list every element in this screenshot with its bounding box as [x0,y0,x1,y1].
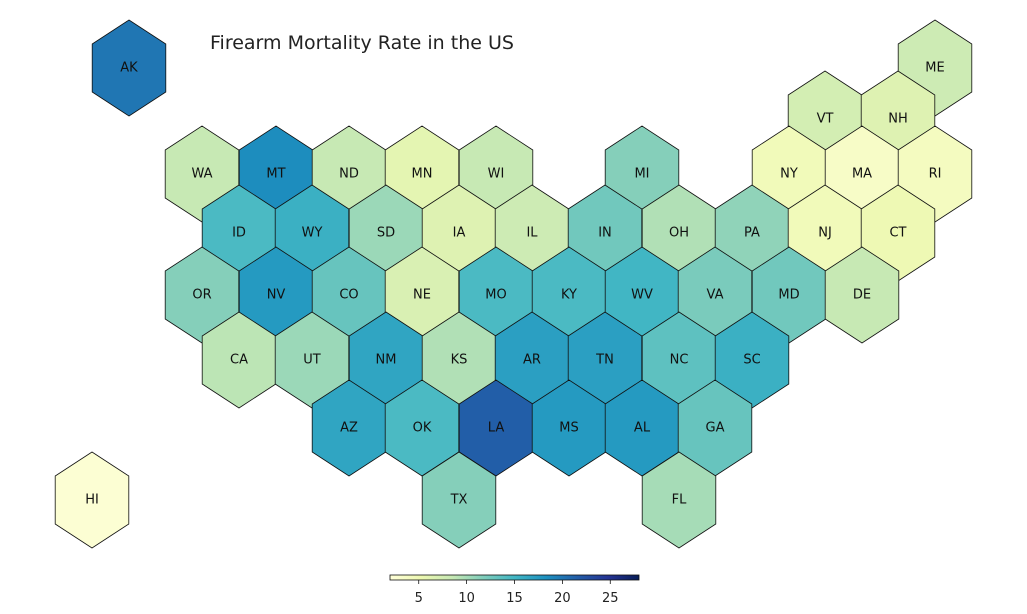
state-label-ny: NY [780,167,798,182]
hex-shape-fl[interactable] [641,451,717,549]
state-label-ga: GA [706,421,725,436]
hex-tile-va[interactable]: VA [677,246,753,344]
state-label-oh: OH [669,226,689,241]
colorbar-tick-label: 25 [602,591,619,606]
state-label-mt: MT [266,167,285,182]
state-label-sc: SC [743,353,760,368]
hex-shape-tx[interactable] [421,451,497,549]
state-label-mn: MN [412,167,433,182]
colorbar-ticks: 5 10 15 20 25 [415,580,619,606]
hex-tile-ky[interactable]: KY [531,246,607,344]
state-label-la: LA [488,421,505,436]
state-label-co: CO [339,288,358,303]
state-label-ut: UT [303,353,321,368]
hex-tile-hi[interactable]: HI [54,451,130,549]
state-label-md: MD [778,288,799,303]
state-label-me: ME [925,61,944,76]
state-label-al: AL [634,421,651,436]
colorbar-gradient [389,574,640,581]
state-label-ca: CA [230,353,248,368]
state-label-wy: WY [302,226,323,241]
state-label-pa: PA [744,226,760,241]
hex-tile-de[interactable]: DE [824,246,900,344]
state-label-nd: ND [339,167,359,182]
state-label-ct: CT [889,226,906,241]
state-label-nv: NV [267,288,286,303]
state-label-nh: NH [888,112,908,127]
hex-tile-fl[interactable]: FL [641,451,717,549]
state-label-in: IN [598,226,612,241]
state-label-ks: KS [451,353,468,368]
hex-shape-hi[interactable] [54,451,130,549]
state-label-az: AZ [340,421,358,436]
hex-tile-wy[interactable]: WY [274,184,350,282]
state-label-ms: MS [559,421,578,436]
state-label-ia: IA [453,226,466,241]
state-label-ak: AK [120,61,138,76]
hex-tile-la[interactable]: LA [458,379,534,477]
state-label-wi: WI [488,167,505,182]
state-label-vt: VT [817,112,834,127]
state-label-nc: NC [670,353,689,368]
colorbar-tick-label: 15 [506,591,523,606]
hex-tile-id[interactable]: ID [201,184,277,282]
state-label-mi: MI [634,167,649,182]
state-label-or: OR [192,288,211,303]
hex-tile-tx[interactable]: TX [421,451,497,549]
hex-tile-ga[interactable]: GA [677,379,753,477]
hex-tile-ak[interactable]: AK [91,19,167,117]
state-label-de: DE [853,288,871,303]
hex-layer: AK ME VT NH WA MT ND MN WI MI NY MA RI ID WY SD IA IL IN OH… [54,19,973,549]
colorbar-tick-label: 20 [554,591,571,606]
state-label-nm: NM [376,353,397,368]
hex-shape-de[interactable] [824,246,900,344]
hex-shape-ak[interactable] [91,19,167,117]
state-label-sd: SD [377,226,395,241]
state-label-il: IL [526,226,538,241]
hex-tile-ok[interactable]: OK [384,379,460,477]
state-label-va: VA [707,288,724,303]
colorbar-tick-label: 10 [458,591,475,606]
state-label-nj: NJ [818,226,832,241]
state-label-ky: KY [561,288,577,303]
state-label-mo: MO [485,288,506,303]
map-title: Firearm Mortality Rate in the US [210,32,514,54]
state-label-tn: TN [595,353,614,368]
colorbar: 5 10 15 20 25 [389,574,640,606]
colorbar-tick-label: 5 [415,591,423,606]
state-label-fl: FL [672,493,687,508]
hex-tile-ut[interactable]: UT [274,311,350,409]
state-label-ma: MA [852,167,872,182]
state-label-ar: AR [523,353,541,368]
state-label-wv: WV [631,288,653,303]
state-label-wa: WA [191,167,212,182]
state-label-tx: TX [450,493,468,508]
state-label-hi: HI [85,493,99,508]
state-label-ne: NE [413,288,431,303]
state-label-ri: RI [929,167,942,182]
state-label-id: ID [232,226,246,241]
hex-tile-mo[interactable]: MO [458,246,534,344]
state-label-ok: OK [413,421,432,436]
